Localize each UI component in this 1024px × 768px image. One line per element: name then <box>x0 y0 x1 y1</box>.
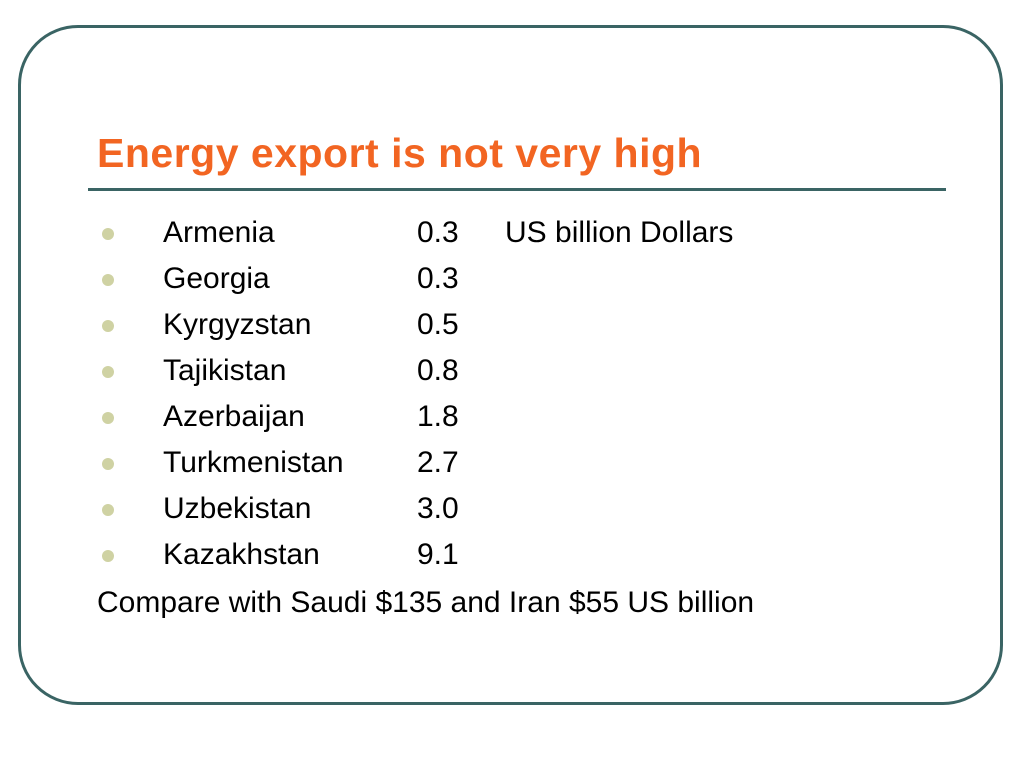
bullet <box>102 228 114 240</box>
export-value: 1.8 <box>417 400 459 433</box>
country-name: Uzbekistan <box>163 492 312 525</box>
bullet <box>102 504 114 516</box>
country-name: Armenia <box>163 216 275 249</box>
list-item: Kazakhstan 9.1 <box>0 534 1024 580</box>
note: Compare with Saudi $135 and Iran $55 US … <box>97 586 755 619</box>
list-item: Tajikistan 0.8 <box>0 350 1024 396</box>
country-name: Turkmenistan <box>163 446 344 479</box>
bullet <box>102 458 114 470</box>
bullet <box>102 274 114 286</box>
list-item: Kyrgyzstan 0.5 <box>0 304 1024 350</box>
bullet <box>102 550 114 562</box>
slide-title: Energy export is not very high <box>97 130 703 176</box>
export-value: 3.0 <box>417 492 459 525</box>
list-item: Turkmenistan 2.7 <box>0 442 1024 488</box>
list-item: Azerbaijan 1.8 <box>0 396 1024 442</box>
list-item: Armenia 0.3 US billion Dollars <box>0 212 1024 258</box>
country-name: Kazakhstan <box>163 538 320 571</box>
list-item: Georgia 0.3 <box>0 258 1024 304</box>
title-rule <box>88 188 946 191</box>
export-value: 0.3 <box>417 216 459 249</box>
bullet <box>102 320 114 332</box>
export-value: 2.7 <box>417 446 459 479</box>
slide-frame <box>18 25 1003 705</box>
export-value: 0.3 <box>417 262 459 295</box>
bullet <box>102 366 114 378</box>
export-value: 9.1 <box>417 538 459 571</box>
country-name: Tajikistan <box>163 354 287 387</box>
export-value: 0.8 <box>417 354 459 387</box>
value-unit: US billion Dollars <box>505 216 734 249</box>
bullet <box>102 412 114 424</box>
country-name: Azerbaijan <box>163 400 305 433</box>
country-name: Georgia <box>163 262 270 295</box>
country-name: Kyrgyzstan <box>163 308 312 341</box>
export-value: 0.5 <box>417 308 459 341</box>
list-item: Uzbekistan 3.0 <box>0 488 1024 534</box>
